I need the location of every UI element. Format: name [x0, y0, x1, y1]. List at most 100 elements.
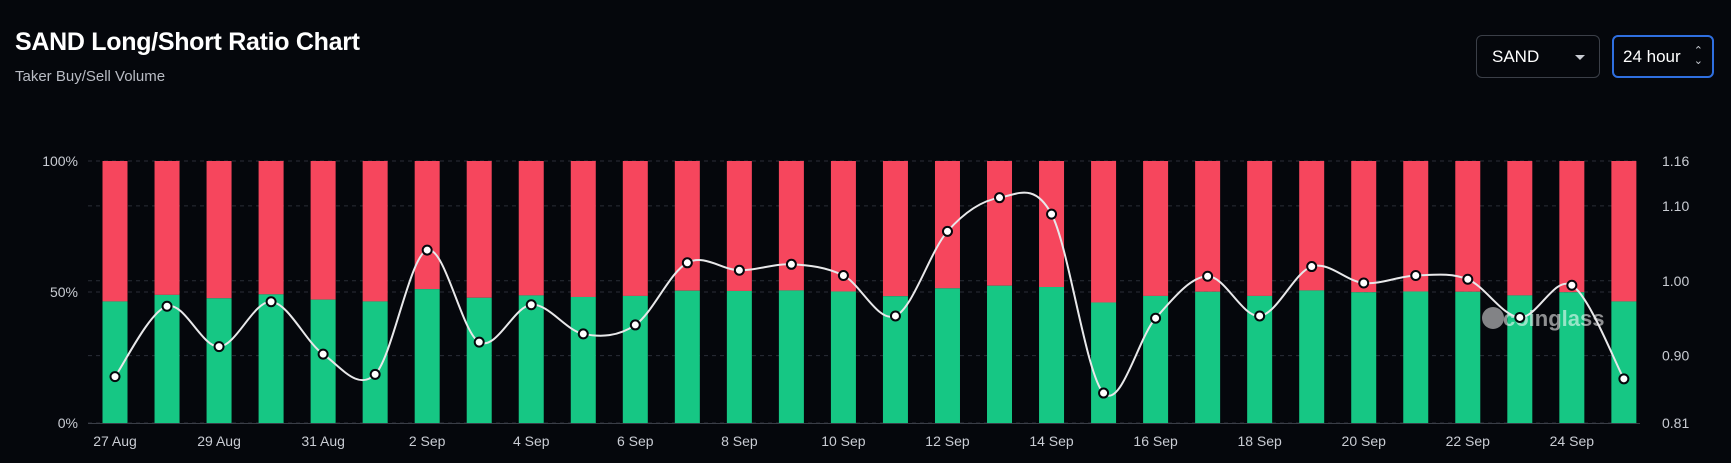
long-bar [674, 290, 700, 423]
y-right-tick-label: 1.10 [1662, 198, 1689, 214]
ratio-point [1566, 279, 1578, 291]
x-tick-label: 31 Aug [301, 433, 345, 449]
short-bar [987, 161, 1013, 286]
long-bar [362, 301, 388, 423]
long-bar [414, 289, 440, 423]
long-bar [1351, 292, 1377, 423]
short-bar [1039, 161, 1065, 288]
long-bar [518, 295, 544, 423]
long-bar [1039, 287, 1065, 423]
coin-select[interactable]: SAND [1476, 35, 1600, 78]
x-tick-label: 20 Sep [1342, 433, 1387, 449]
x-tick-label: 6 Sep [617, 433, 654, 449]
short-bar [882, 161, 908, 297]
long-bar [258, 294, 284, 423]
long-bar [778, 290, 804, 423]
ratio-point [785, 258, 797, 270]
ratio-point [941, 225, 953, 237]
ratio-point [1306, 261, 1318, 273]
short-bar [1559, 161, 1585, 293]
ratio-line-path [114, 191, 1625, 397]
long-bar [1455, 291, 1481, 423]
coin-select-value: SAND [1492, 46, 1540, 66]
axes: 0.81 0.90 1.00 1.10 1.16 0% 50% 100% 27 Aug 29 Au… [42, 153, 1689, 449]
ratio-point [1254, 310, 1266, 322]
short-bar [362, 161, 388, 302]
ratio-point [1410, 270, 1422, 282]
short-bar [1091, 161, 1117, 303]
long-bar [1195, 291, 1221, 423]
short-bar [1247, 161, 1273, 296]
ratio-point [889, 310, 901, 322]
ratio-point [161, 300, 173, 312]
short-bar [206, 161, 232, 299]
ratio-point [265, 296, 277, 308]
x-tick-label: 27 Aug [93, 433, 137, 449]
x-tick-label: 10 Sep [821, 433, 866, 449]
ratio-point [421, 244, 433, 256]
ratio-point [1202, 270, 1214, 282]
ratio-point [1098, 387, 1110, 399]
coinglass-logo-icon [1482, 307, 1504, 329]
bars [102, 161, 1637, 423]
x-tick-label: 14 Sep [1029, 433, 1074, 449]
x-tick-label: 8 Sep [721, 433, 758, 449]
ratio-point [473, 336, 485, 348]
y-left-tick-label: 100% [42, 153, 78, 169]
y-right-tick-label: 1.16 [1662, 153, 1689, 169]
ratio-line [109, 191, 1630, 399]
short-bar [518, 161, 544, 296]
x-tick-label: 16 Sep [1133, 433, 1178, 449]
long-bar [1091, 302, 1117, 423]
short-bar [622, 161, 648, 296]
chart-title: SAND Long/Short Ratio Chart [15, 28, 360, 56]
short-bar [310, 161, 336, 300]
period-select-value: 24 hour [1623, 46, 1681, 66]
long-bar [934, 288, 960, 423]
y-right-tick-label: 1.00 [1662, 273, 1689, 289]
x-tick-label: 12 Sep [925, 433, 970, 449]
ratio-point [629, 319, 641, 331]
short-bar [570, 161, 596, 297]
ratio-point [1150, 312, 1162, 324]
ratio-point [525, 299, 537, 311]
short-bar [154, 161, 180, 295]
ratio-point [317, 348, 329, 360]
ratio-point [577, 328, 589, 340]
period-select[interactable]: 24 hour ⌃ ⌄ [1612, 35, 1714, 78]
short-bar [1455, 161, 1481, 292]
ratio-point [1358, 277, 1370, 289]
x-tick-label: 24 Sep [1550, 433, 1595, 449]
ratio-point [213, 341, 225, 353]
caret-down-icon [1575, 55, 1585, 60]
ratio-point [109, 371, 121, 383]
short-bar [934, 161, 960, 289]
long-bar [154, 294, 180, 423]
long-bar [830, 291, 856, 423]
y-right-tick-label: 0.81 [1662, 415, 1689, 431]
long-bar [466, 297, 492, 423]
short-bar [1611, 161, 1637, 302]
x-tick-label: 22 Sep [1446, 433, 1491, 449]
ratio-point [1462, 273, 1474, 285]
short-bar [830, 161, 856, 292]
x-tick-label: 4 Sep [513, 433, 550, 449]
long-bar [1559, 292, 1585, 423]
ratio-point [837, 270, 849, 282]
ratio-point [369, 368, 381, 380]
short-bar [1351, 161, 1377, 293]
up-down-arrows-icon: ⌃ ⌄ [1693, 45, 1703, 67]
short-bar [778, 161, 804, 291]
y-left-tick-label: 0% [58, 415, 78, 431]
x-tick-label: 18 Sep [1237, 433, 1282, 449]
ratio-point [681, 257, 693, 269]
y-left-tick-label: 50% [50, 284, 78, 300]
short-bar [1403, 161, 1429, 292]
short-bar [414, 161, 440, 290]
short-bar [102, 161, 128, 302]
long-bar [206, 298, 232, 423]
ratio-point [733, 264, 745, 276]
short-bar [258, 161, 284, 295]
long-bar [726, 290, 752, 423]
